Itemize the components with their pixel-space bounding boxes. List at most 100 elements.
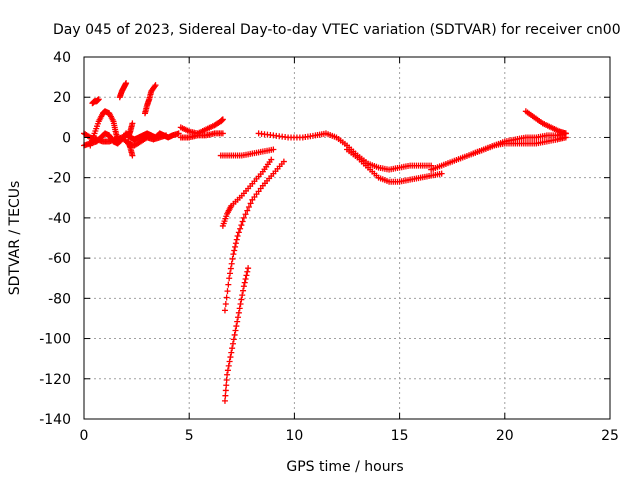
data-point [280, 158, 287, 165]
data-point [227, 270, 234, 277]
y-tick-label: -140 [39, 412, 71, 428]
data-point [235, 314, 242, 321]
data-point [228, 349, 235, 356]
data-point [222, 392, 229, 399]
data-point [233, 236, 240, 243]
data-point [238, 222, 245, 229]
data-point [244, 268, 251, 275]
data-point [234, 318, 241, 325]
x-tick-label: 10 [285, 428, 303, 444]
data-point [235, 229, 242, 236]
y-tick-label: 40 [53, 50, 71, 66]
x-axis-label: GPS time / hours [286, 459, 403, 475]
data-point [129, 120, 136, 127]
data-point [241, 279, 248, 286]
series-early-drop [125, 138, 136, 159]
x-tick-label: 5 [185, 428, 194, 444]
data-point [240, 214, 247, 221]
data-point [223, 294, 230, 301]
data-point [234, 232, 241, 239]
data-point [239, 218, 246, 225]
data-point [242, 211, 249, 218]
series-evening-recovery [428, 130, 569, 173]
data-point [231, 331, 238, 338]
data-point [225, 362, 232, 369]
data-point [175, 130, 182, 137]
x-tick-label: 25 [601, 428, 619, 444]
y-tick-label: -80 [48, 291, 71, 307]
y-tick-label: -100 [39, 332, 71, 348]
data-point [240, 283, 247, 290]
data-point [245, 265, 252, 272]
data-point [222, 387, 229, 394]
y-tick-label: -120 [39, 372, 71, 388]
grid [84, 57, 610, 419]
data-point [237, 225, 244, 232]
series-early-rise-2 [116, 80, 130, 101]
data-point [240, 287, 247, 294]
series-early-spike [125, 120, 136, 141]
series-flat-after-gap [217, 146, 277, 159]
y-axis-label: SDTVAR / TECUs [7, 181, 23, 296]
series-afternoon-dip [344, 146, 445, 185]
data-point [237, 300, 244, 307]
x-tick-label: 20 [496, 428, 514, 444]
y-tick-label: -60 [48, 251, 71, 267]
series-descent-deep [221, 265, 252, 404]
data-point [238, 296, 245, 303]
data-point [232, 240, 239, 247]
data-point [230, 251, 237, 258]
y-tick-label: 0 [62, 130, 71, 146]
data-point [239, 292, 246, 299]
data-point [95, 96, 102, 103]
data-point [227, 265, 234, 272]
data-point [226, 275, 233, 282]
data-point [244, 207, 251, 214]
chart-title: Day 045 of 2023, Sidereal Day-to-day VTE… [53, 22, 621, 38]
series-early-cluster-b [81, 130, 170, 149]
data-point [230, 336, 237, 343]
y-tick-label: -20 [48, 171, 71, 187]
data-point [245, 204, 252, 211]
data-points [81, 80, 569, 404]
series-midmorning-band-lower [177, 130, 226, 141]
data-point [219, 116, 226, 123]
x-tick-label: 15 [391, 428, 409, 444]
data-point [236, 305, 243, 312]
data-point [223, 376, 230, 383]
series-early-rise-1 [89, 96, 102, 107]
series-early-rise-3 [142, 82, 159, 117]
data-point [222, 300, 229, 307]
data-point [151, 83, 158, 90]
data-point [219, 130, 226, 137]
data-point [229, 255, 236, 262]
data-point [224, 371, 231, 378]
data-point [438, 170, 445, 177]
data-point [268, 156, 275, 163]
x-tick-label: 0 [80, 428, 89, 444]
data-point [229, 340, 236, 347]
data-point [129, 152, 136, 159]
data-point [270, 146, 277, 153]
data-point [224, 288, 231, 295]
data-point [223, 382, 230, 389]
data-point [228, 260, 235, 267]
series-late-descent [522, 108, 569, 137]
data-point [235, 309, 242, 316]
data-point [227, 354, 234, 361]
y-tick-label: 20 [53, 90, 71, 106]
data-point [562, 130, 569, 137]
data-point [232, 243, 239, 250]
series-descent-short [219, 156, 275, 229]
data-point [242, 276, 249, 283]
series-early-arch [87, 108, 121, 149]
data-point [221, 307, 228, 314]
axes: 0 5 10 15 20 25 40 20 0 -20 -40 -60 -80 -100 -120 -140 [39, 50, 619, 444]
data-point [123, 80, 130, 87]
data-point [232, 327, 239, 334]
data-point [225, 281, 232, 288]
data-point [247, 200, 254, 207]
plot-frame [83, 56, 611, 420]
data-point [243, 272, 250, 279]
